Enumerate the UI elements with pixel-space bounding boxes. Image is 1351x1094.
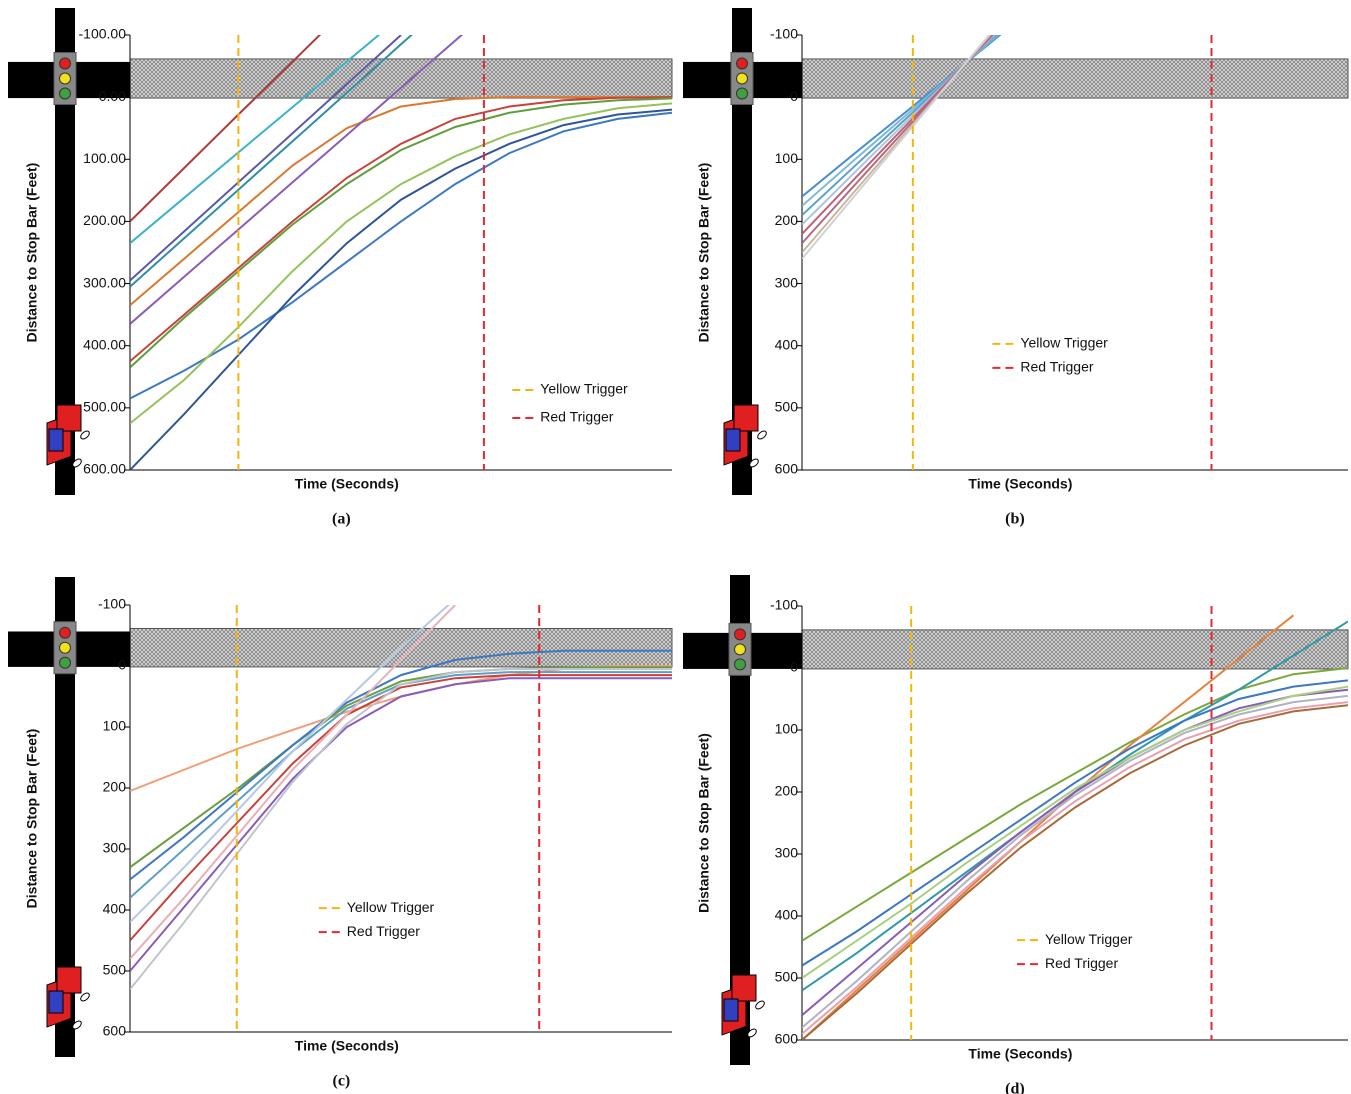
y-axis-label: Distance to Stop Bar (Feet): [24, 729, 40, 909]
caption: (d): [1005, 1081, 1025, 1094]
signal-light: [735, 659, 746, 670]
signal-light: [60, 642, 71, 653]
y-tick-label: 400.00: [83, 336, 126, 352]
page: -100.00 0.00 100.00 200.00 300.00 400.00 500.0…: [0, 0, 1351, 1094]
legend-label: Yellow Trigger: [1020, 335, 1108, 351]
y-tick-label: 300: [775, 274, 799, 290]
y-tick-label: 0: [790, 88, 798, 104]
y-tick-label: 0.00: [99, 88, 126, 104]
y-tick-label: -100: [770, 26, 798, 42]
legend-label: Yellow Trigger: [1045, 931, 1133, 947]
trajectory-line: [130, 669, 672, 989]
y-tick-label: 400: [775, 336, 799, 352]
signal-light: [735, 644, 746, 655]
y-tick-label: 300: [775, 845, 799, 861]
signal-light: [60, 58, 71, 69]
y-tick-label: 500.00: [83, 399, 126, 415]
y-tick-label: 200: [775, 212, 799, 228]
caption: (b): [1005, 511, 1025, 528]
legend-label: Red Trigger: [1020, 359, 1093, 375]
trajectory-line: [130, 97, 672, 361]
trajectory-line: [130, 97, 672, 305]
trajectory-line: [130, 98, 672, 367]
signal-light: [737, 88, 748, 99]
y-tick-label: 100: [103, 718, 127, 734]
y-tick-label: -100: [98, 596, 126, 612]
caption: (a): [332, 511, 351, 528]
y-axis-label: Distance to Stop Bar (Feet): [696, 733, 712, 913]
y-tick-label: 100: [775, 150, 799, 166]
legend-label: Red Trigger: [347, 923, 420, 939]
caption: (c): [332, 1073, 350, 1090]
y-tick-label: 500: [775, 969, 799, 985]
x-axis-label: Time (Seconds): [295, 476, 399, 492]
car-roof: [734, 405, 758, 431]
trajectory-line: [130, 672, 672, 898]
y-axis-label: Distance to Stop Bar (Feet): [24, 163, 40, 343]
signal-light: [60, 657, 71, 668]
y-tick-label: 600: [775, 1031, 799, 1047]
y-tick-label: 600: [103, 1023, 127, 1039]
y-tick-label: 200: [103, 779, 127, 795]
legend-label: Yellow Trigger: [347, 899, 435, 915]
car-window: [49, 429, 63, 451]
trajectory-line: [802, 702, 1348, 1034]
car-window: [726, 429, 740, 451]
y-tick-label: 0: [790, 659, 798, 675]
car-window: [49, 991, 63, 1013]
trajectory-line: [802, 696, 1348, 1028]
car-window: [724, 999, 738, 1021]
trajectory-line: [802, 705, 1348, 1040]
signal-light: [60, 73, 71, 84]
signal-light: [735, 629, 746, 640]
y-tick-label: 500: [775, 399, 799, 415]
y-tick-label: 300.00: [83, 274, 126, 290]
trajectory-line: [130, 113, 672, 399]
x-axis-label: Time (Seconds): [968, 476, 1072, 492]
stop-bar-zone: [802, 59, 1348, 98]
figure: -100.00 0.00 100.00 200.00 300.00 400.00 500.0…: [0, 0, 1351, 1094]
x-axis-label: Time (Seconds): [968, 1046, 1072, 1062]
y-tick-label: 500: [103, 962, 127, 978]
y-tick-label: -100.00: [79, 26, 127, 42]
y-tick-label: 600: [775, 461, 799, 477]
y-axis-label: Distance to Stop Bar (Feet): [696, 163, 712, 343]
y-tick-label: 400: [103, 901, 127, 917]
legend-label: Red Trigger: [540, 409, 613, 425]
y-tick-label: 200: [775, 783, 799, 799]
trajectory-line: [130, 0, 455, 287]
trajectory-line: [130, 0, 509, 324]
signal-light: [60, 88, 71, 99]
car-roof: [732, 975, 756, 1001]
y-tick-label: 0: [118, 657, 126, 673]
x-axis-label: Time (Seconds): [295, 1038, 399, 1054]
trajectory-line: [130, 103, 672, 423]
stop-bar-zone: [130, 59, 672, 98]
y-tick-label: 200.00: [83, 212, 126, 228]
y-tick-label: 300: [103, 840, 127, 856]
y-tick-label: -100: [770, 597, 798, 613]
car-roof: [57, 967, 81, 993]
legend-label: Yellow Trigger: [540, 381, 628, 397]
signal-light: [60, 627, 71, 638]
trajectory-line: [130, 16, 401, 243]
y-tick-label: 100.00: [83, 150, 126, 166]
y-tick-label: 600.00: [83, 461, 126, 477]
y-tick-label: 400: [775, 907, 799, 923]
legend-label: Red Trigger: [1045, 955, 1118, 971]
y-tick-label: 100: [775, 721, 799, 737]
signal-light: [737, 73, 748, 84]
car-roof: [57, 405, 81, 431]
signal-light: [737, 58, 748, 69]
